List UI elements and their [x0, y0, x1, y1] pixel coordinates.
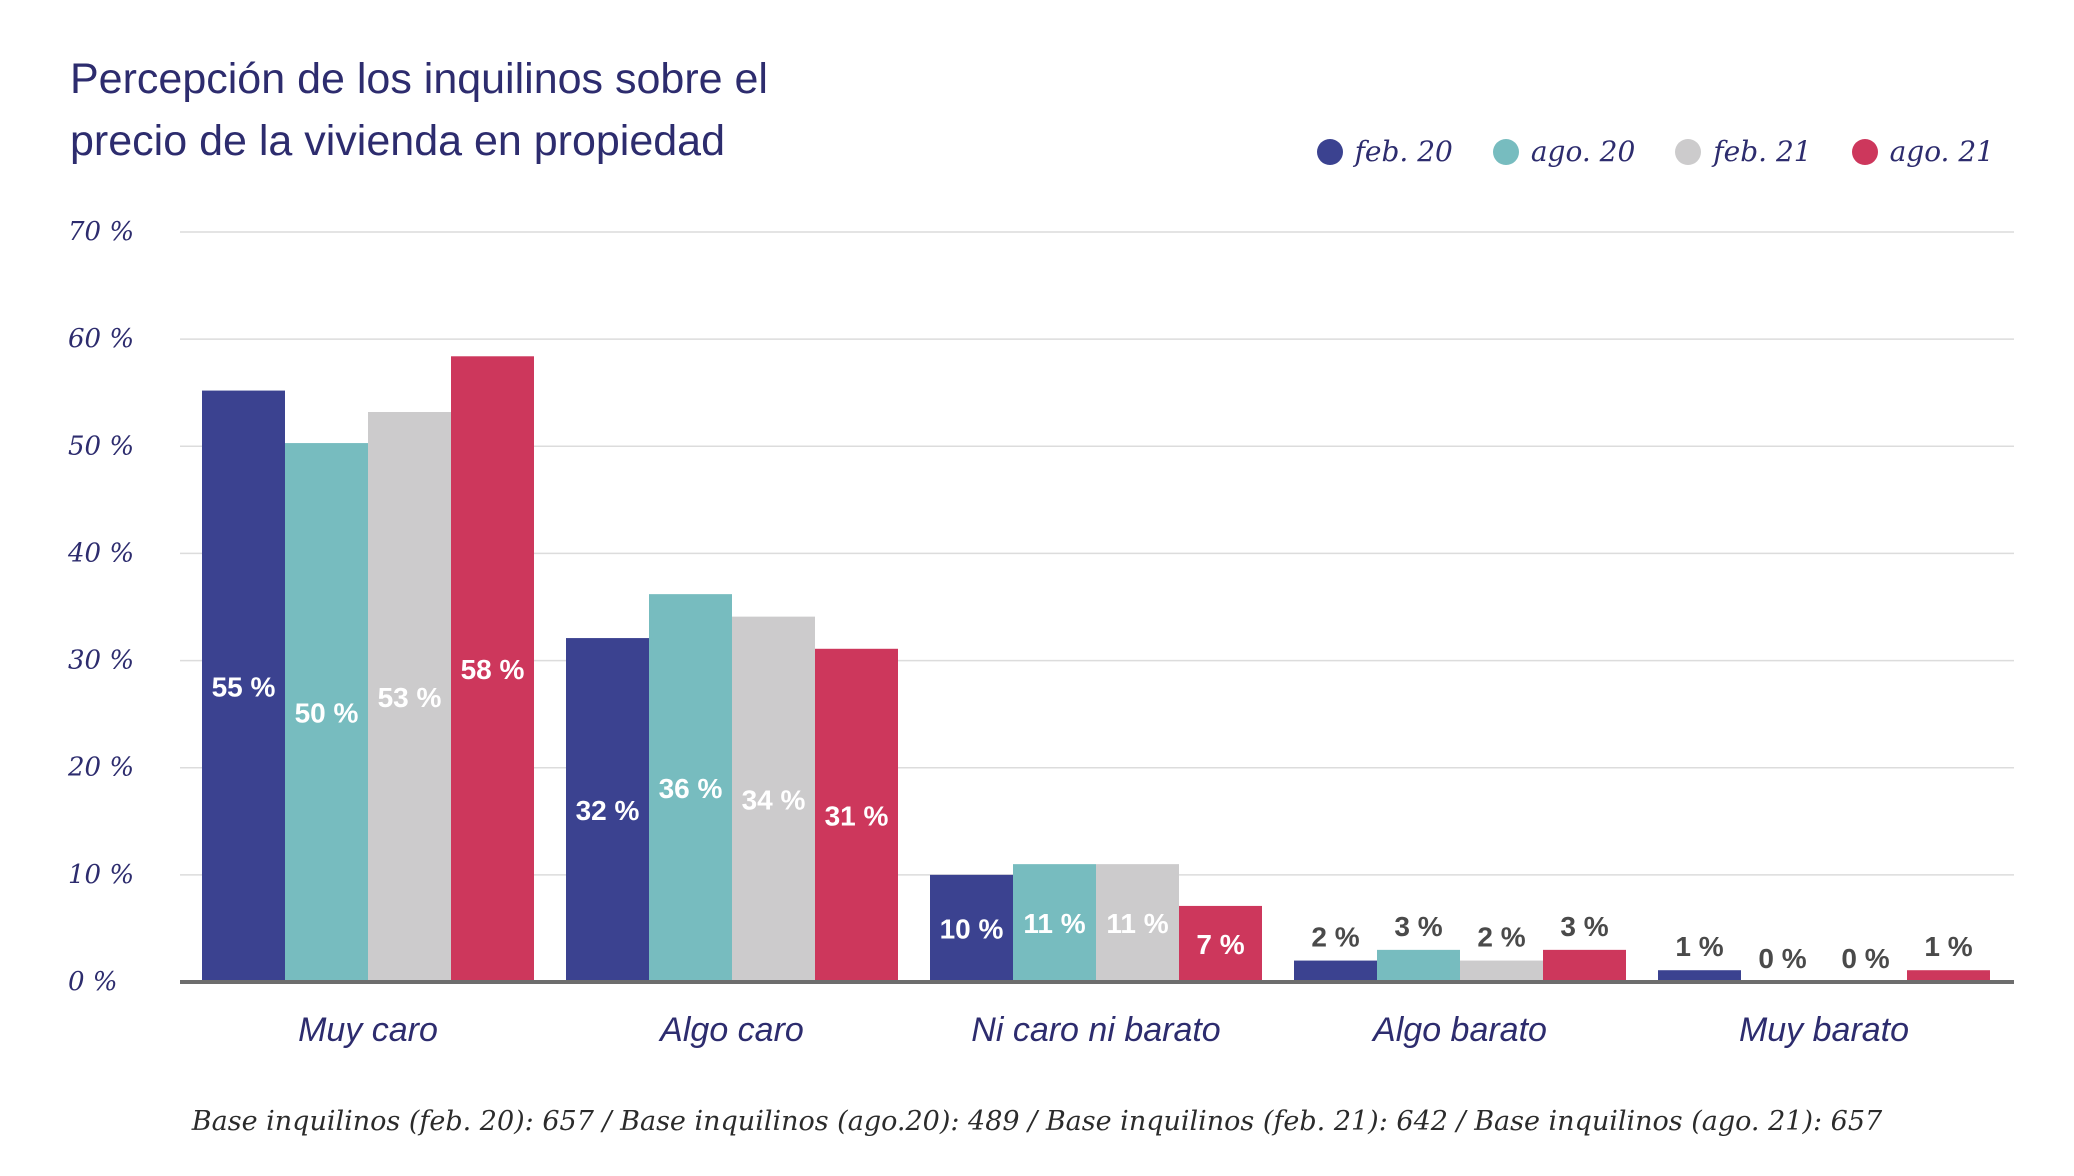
legend-item-ago-20[interactable]: ago. 20 [1492, 135, 1636, 168]
bar[interactable] [1013, 864, 1096, 982]
bar[interactable] [566, 638, 649, 982]
x-category-label: Algo barato [1371, 1011, 1547, 1049]
data-label: 34 % [742, 784, 806, 815]
legend-label-ago-20: ago. 20 [1530, 135, 1636, 168]
bar[interactable] [732, 616, 815, 982]
legend-swatch-ago-21 [1851, 138, 1878, 165]
data-label: 3 % [1394, 911, 1442, 942]
bar[interactable] [1460, 960, 1543, 982]
legend-label-feb-21: feb. 21 [1713, 135, 1812, 168]
y-tick-label: 0 % [68, 967, 118, 997]
legend-item-ago-21[interactable]: ago. 21 [1851, 135, 1994, 168]
data-label: 1 % [1675, 931, 1723, 962]
y-tick-label: 30 % [68, 646, 134, 676]
legend-item-feb-20[interactable]: feb. 20 [1316, 135, 1453, 168]
data-label: 11 % [1023, 908, 1085, 939]
legend-swatch-feb-21 [1675, 138, 1702, 165]
x-category-label: Ni caro ni barato [971, 1011, 1220, 1049]
bar[interactable] [930, 874, 1013, 982]
bar[interactable] [1096, 864, 1179, 982]
data-label: 36 % [659, 773, 723, 804]
bar[interactable] [1294, 960, 1377, 982]
bar[interactable] [1543, 949, 1626, 982]
data-label: 55 % [212, 671, 276, 702]
x-category-label: Algo caro [658, 1011, 804, 1049]
y-tick-label: 70 % [68, 217, 134, 247]
bar[interactable] [202, 390, 285, 983]
legend: feb. 20 ago. 20 feb. 21 ago. 21 [1277, 135, 1994, 168]
bar[interactable] [368, 412, 451, 982]
y-tick-label: 20 % [67, 753, 134, 783]
data-label: 3 % [1560, 911, 1608, 942]
bar[interactable] [1179, 905, 1262, 982]
chart-title: Percepción de los inquilinos sobre el pr… [70, 48, 768, 172]
y-tick-label: 50 % [68, 431, 134, 461]
data-label: 50 % [295, 698, 359, 729]
bar[interactable] [1658, 970, 1741, 982]
legend-item-feb-21[interactable]: feb. 21 [1675, 135, 1812, 168]
data-label: 2 % [1477, 922, 1525, 953]
bar[interactable] [285, 443, 368, 983]
chart-title-line-2: precio de la vivienda en propiedad [70, 117, 726, 165]
data-label: 0 % [1758, 943, 1806, 974]
y-tick-label: 60 % [68, 324, 134, 354]
y-axis-ticks: 0 % 10 % 20 % 30 % 40 % 50 % 60 % 70 % [67, 217, 134, 997]
bar[interactable] [815, 648, 898, 982]
data-label: 58 % [461, 654, 525, 685]
data-label: 2 % [1311, 922, 1359, 953]
data-label: 32 % [576, 795, 640, 826]
data-labels: 55 % 50 % 53 % 58 % 32 % 36 % 34 % 31 % 10 % 11 %… [212, 654, 1973, 974]
legend-label-feb-20: feb. 20 [1354, 135, 1453, 168]
x-category-label: Muy barato [1739, 1011, 1909, 1049]
data-label: 0 % [1841, 943, 1889, 974]
data-label: 10 % [940, 913, 1004, 944]
x-category-label: Muy caro [298, 1011, 438, 1049]
data-label: 31 % [825, 800, 889, 831]
y-tick-label: 40 % [67, 538, 134, 568]
data-label: 1 % [1924, 931, 1972, 962]
data-label: 11 % [1106, 908, 1168, 939]
y-tick-label: 10 % [68, 860, 134, 890]
chart-title-line-1: Percepción de los inquilinos sobre el [70, 55, 768, 103]
bar[interactable] [1377, 949, 1460, 982]
bar[interactable] [451, 356, 534, 982]
bars [202, 356, 1990, 983]
x-axis-categories: Muy caro Algo caro Ni caro ni barato Algo b… [298, 1011, 1909, 1049]
legend-swatch-ago-20 [1492, 138, 1519, 165]
legend-label-ago-21: ago. 21 [1889, 135, 1994, 168]
bar[interactable] [649, 594, 732, 982]
footnote: Base inquilinos (feb. 20): 657 / Base in… [191, 1106, 1883, 1137]
data-label: 53 % [378, 682, 442, 713]
bar[interactable] [1907, 970, 1990, 982]
legend-swatch-feb-20 [1316, 138, 1343, 165]
data-label: 7 % [1196, 929, 1244, 960]
